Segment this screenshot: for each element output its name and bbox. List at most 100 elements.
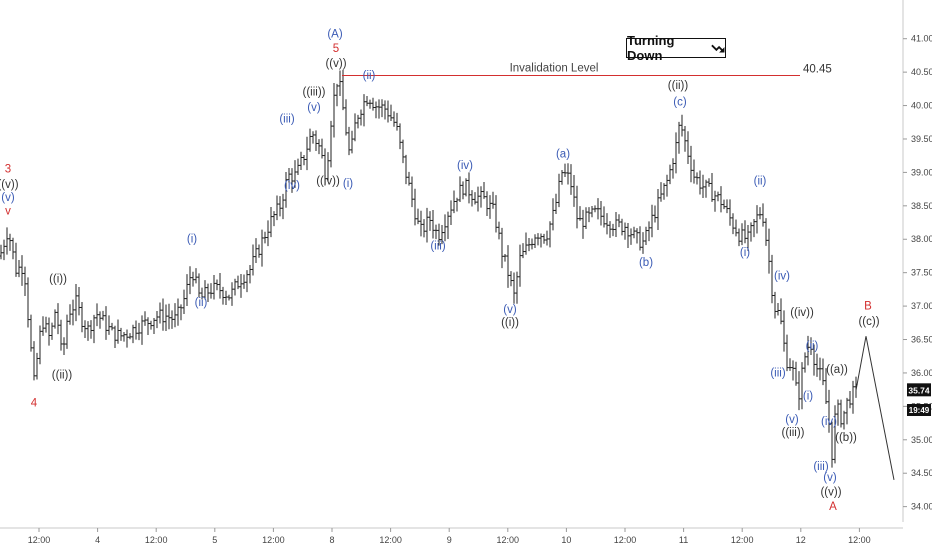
price-bar <box>836 399 840 426</box>
price-bar <box>638 226 642 251</box>
wave-label: ((iii)) <box>782 427 805 439</box>
price-bar <box>569 164 573 195</box>
price-bar <box>362 94 366 127</box>
price-bar <box>848 390 852 409</box>
price-bar <box>350 130 354 154</box>
x-tick-label: 12:00 <box>848 535 871 545</box>
y-axis[interactable]: 34.0034.5035.0035.5036.0036.5037.0037.50… <box>902 0 932 522</box>
y-tick-label: 35.00 <box>911 435 932 445</box>
price-bar <box>608 221 612 238</box>
wave-label: ((ii)) <box>668 80 689 92</box>
price-bar <box>842 410 846 430</box>
price-bar <box>713 190 717 212</box>
price-bar <box>449 200 453 225</box>
price-bar <box>308 128 312 152</box>
price-bar <box>782 310 786 352</box>
price-bar <box>524 232 528 255</box>
price-bar <box>422 219 426 238</box>
price-bar <box>0 244 3 260</box>
wave-label: (iii) <box>813 461 828 473</box>
turning-down-text: Turning Down <box>627 33 675 63</box>
price-bar <box>593 205 597 213</box>
price-bar <box>812 344 816 376</box>
price-bar <box>227 294 231 301</box>
price-bar <box>779 298 783 325</box>
price-bar <box>41 316 45 336</box>
price-bar <box>338 70 342 96</box>
price-bar <box>176 298 180 326</box>
wave-label: (c) <box>673 97 687 109</box>
y-tick-label: 41.00 <box>911 34 932 44</box>
price-bar <box>17 259 21 278</box>
price-bar <box>455 197 459 212</box>
price-bar <box>530 238 534 250</box>
price-bar <box>50 322 54 340</box>
price-bar <box>587 207 591 223</box>
price-bar <box>410 176 414 208</box>
price-bar <box>635 228 639 244</box>
price-bar <box>731 213 735 235</box>
x-tick-label: 12 <box>796 535 806 545</box>
countdown-badge: 19:49 <box>907 404 931 416</box>
wave-label: ((i)) <box>49 274 67 286</box>
wave-label: 4 <box>31 397 38 409</box>
price-bar <box>509 271 513 287</box>
price-bar <box>53 309 57 329</box>
price-bar <box>377 99 381 119</box>
wave-label: B <box>864 300 872 312</box>
price-bar <box>2 239 6 261</box>
price-bar <box>851 380 855 414</box>
price-bar <box>71 299 75 326</box>
price-bar <box>698 170 702 195</box>
price-bar <box>704 179 708 198</box>
wave-label: v <box>5 206 11 218</box>
price-bar <box>452 190 456 214</box>
price-bar <box>389 104 393 121</box>
price-bar <box>788 358 792 371</box>
price-bar <box>785 334 789 372</box>
price-bar <box>23 266 27 297</box>
price-bar <box>305 136 309 171</box>
wave-label: ((c)) <box>858 316 879 328</box>
price-bar <box>761 203 765 227</box>
wave-label: (iv) <box>774 270 790 282</box>
price-bar <box>737 228 741 247</box>
price-bar <box>188 266 192 295</box>
price-bar <box>632 226 636 239</box>
price-bar <box>623 222 627 240</box>
price-bar <box>800 362 804 410</box>
price-bar <box>464 178 468 197</box>
wave-label: A <box>829 501 837 513</box>
y-tick-label: 38.50 <box>911 201 932 211</box>
x-tick-label: 12:00 <box>145 535 168 545</box>
price-bar <box>44 316 48 333</box>
price-bar <box>806 335 810 366</box>
price-bar <box>203 280 207 300</box>
price-bar <box>92 314 96 344</box>
price-bar <box>629 228 633 245</box>
y-tick-label: 40.00 <box>911 101 932 111</box>
price-bar <box>110 322 114 331</box>
price-bar <box>641 232 645 254</box>
price-bar <box>26 277 30 328</box>
x-axis[interactable]: 12:00 4 12:00 5 12:00 8 12:00 9 12:00 10 12:00 11 12… <box>0 527 903 545</box>
price-bar <box>80 302 84 333</box>
price-bar <box>518 244 522 287</box>
price-bar <box>86 321 90 341</box>
price-bar <box>143 311 147 326</box>
price-bar <box>683 126 687 152</box>
price-bar <box>500 227 504 269</box>
last-price-text: 35.74 <box>908 385 930 395</box>
price-bar <box>716 191 720 202</box>
wave-label: (v) <box>503 304 517 316</box>
price-bar <box>437 223 441 246</box>
price-bar <box>272 211 276 227</box>
x-tick-label: 12:00 <box>614 535 637 545</box>
price-bar <box>386 100 390 123</box>
price-bar <box>830 421 834 468</box>
price-bar <box>824 368 828 404</box>
price-bar <box>254 238 258 264</box>
price-bar <box>128 333 132 340</box>
wave-label: (ii) <box>363 70 376 82</box>
